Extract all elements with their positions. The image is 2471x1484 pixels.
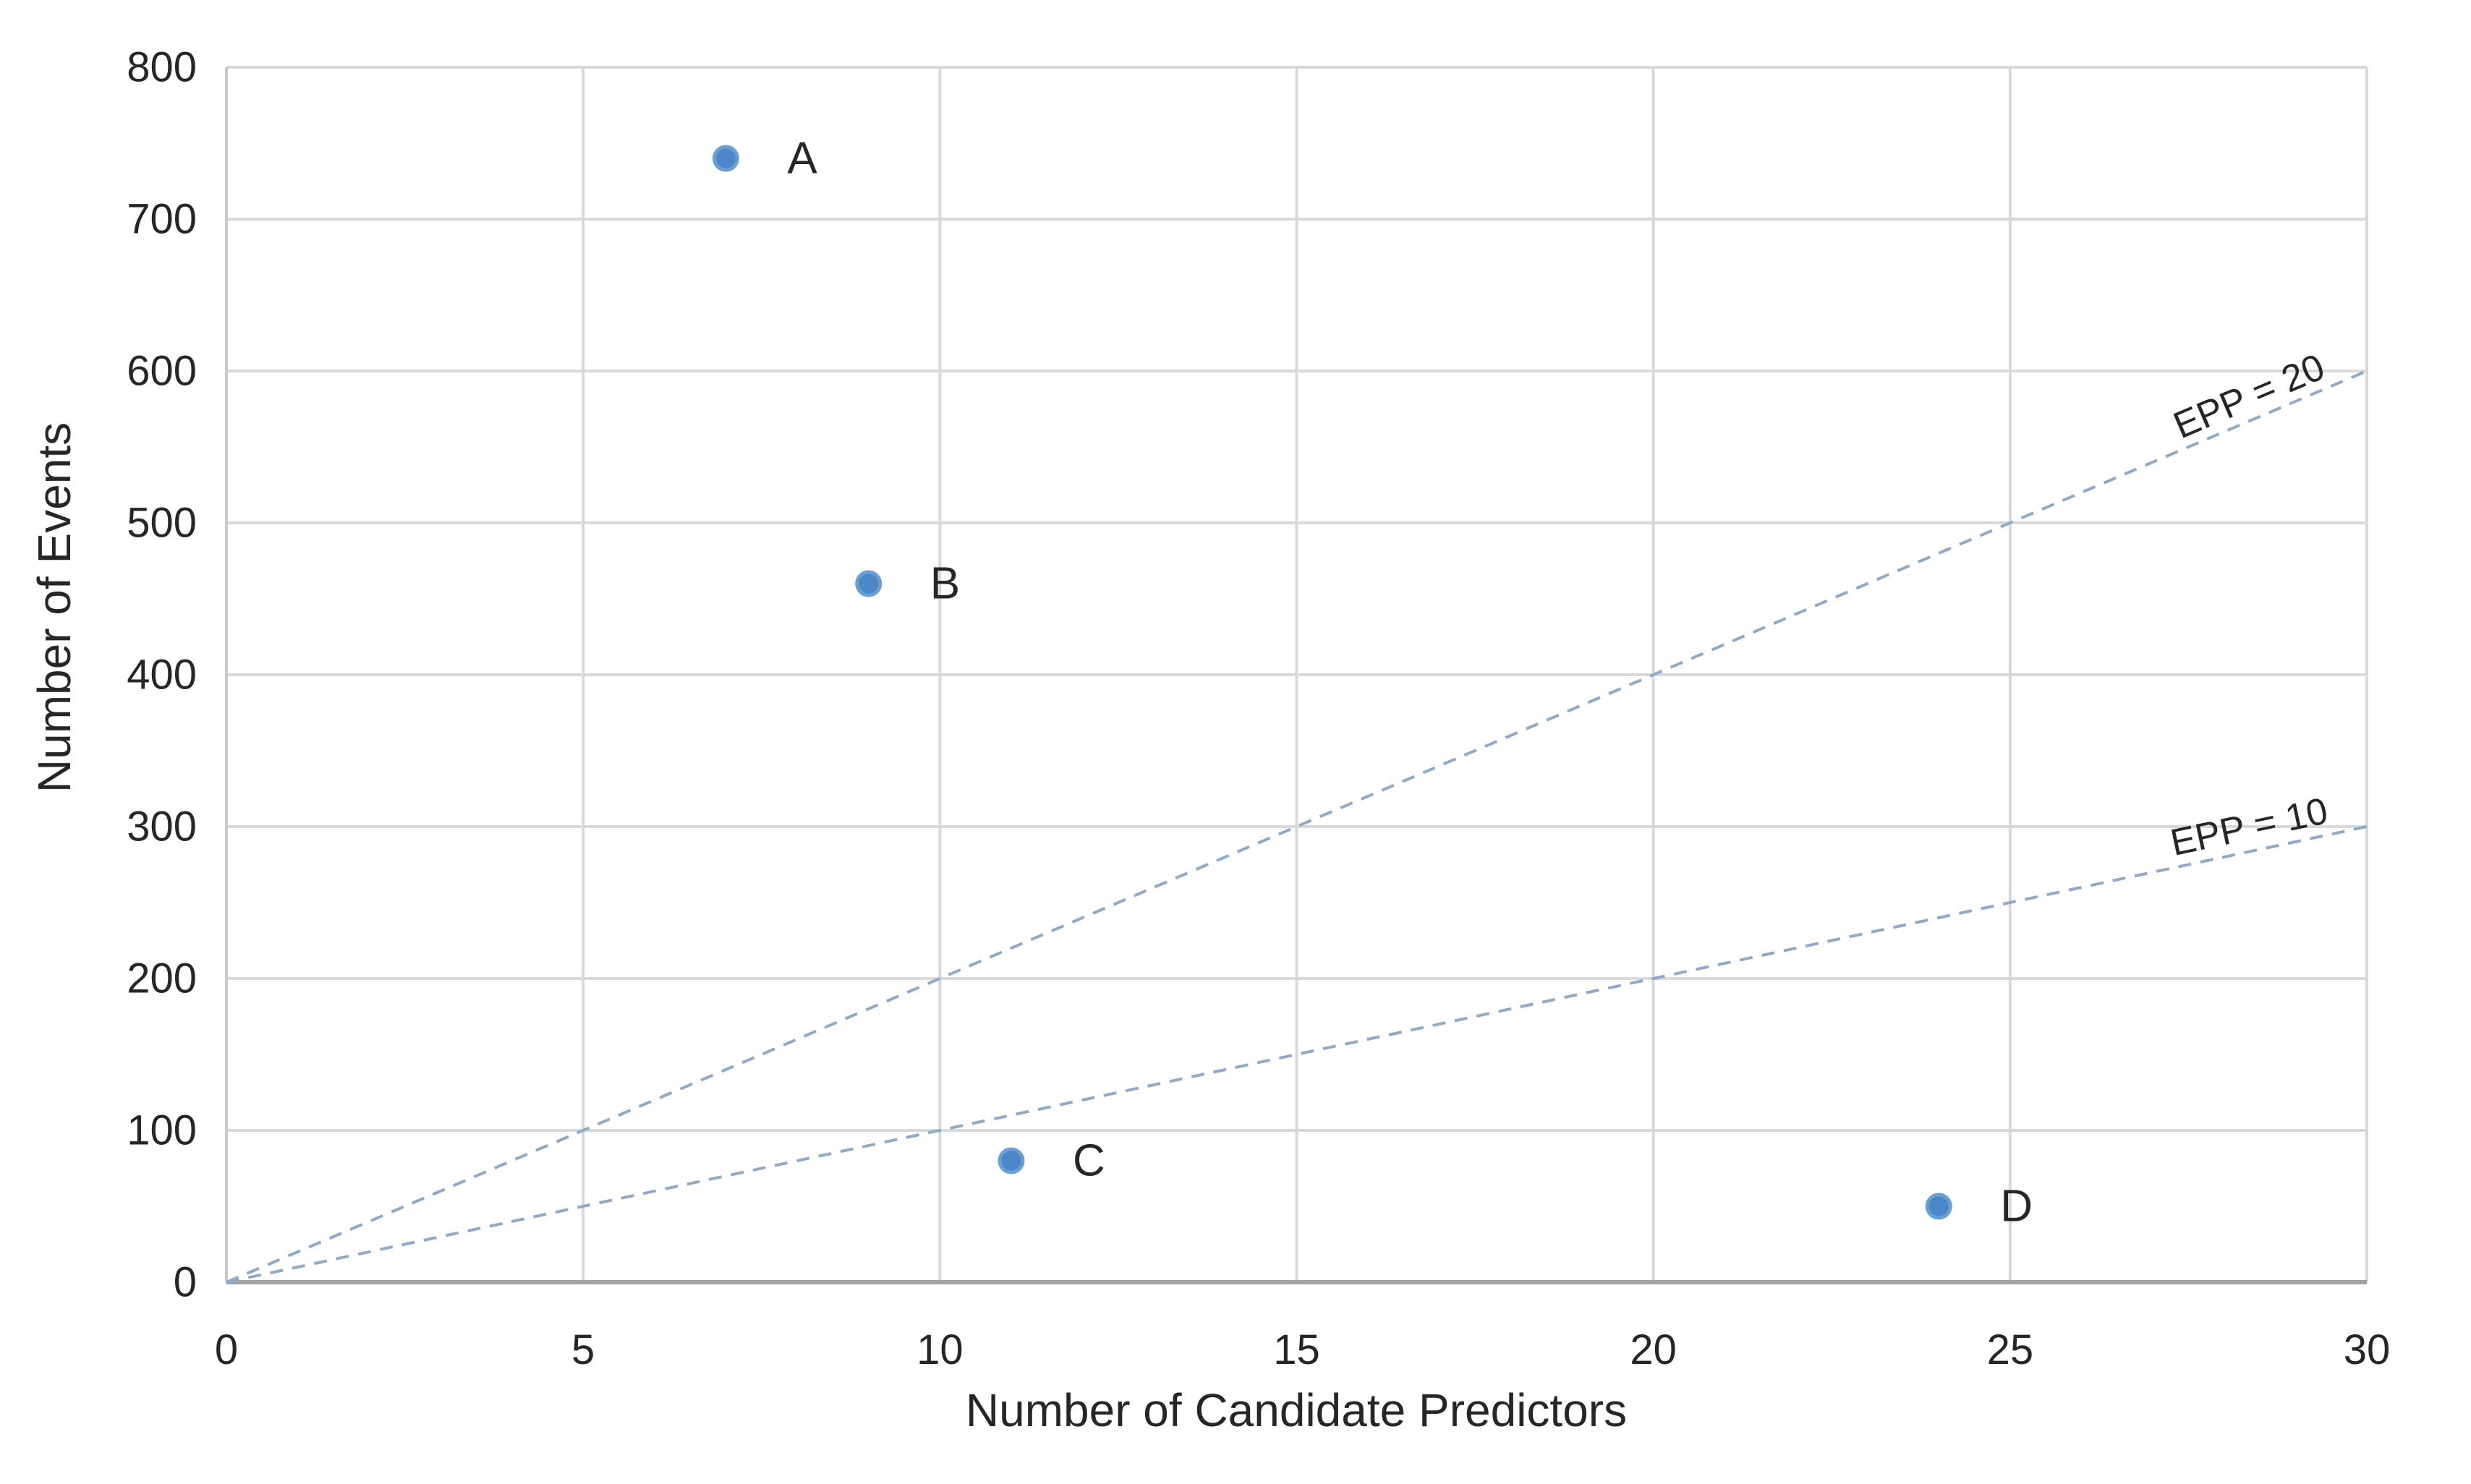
x-axis-title: Number of Candidate Predictors (966, 1384, 1627, 1436)
point-label-C: C (1073, 1136, 1105, 1186)
point-label-B: B (930, 559, 960, 609)
x-tick-label-10: 10 (916, 1326, 964, 1373)
axis-lines (225, 67, 2367, 1284)
ref-line-epp-20 (226, 370, 2368, 1284)
data-point-D (1925, 1193, 1952, 1220)
y-axis-title: Number of Events (28, 422, 80, 793)
y-tick-label-700: 700 (127, 196, 197, 243)
y-tick-label-200: 200 (127, 955, 197, 1002)
y-tick-label-100: 100 (127, 1107, 197, 1154)
x-tick-label-5: 5 (571, 1326, 595, 1373)
y-tick-label-800: 800 (127, 44, 197, 91)
x-tick-label-20: 20 (1630, 1326, 1677, 1373)
y-tick-label-0: 0 (174, 1259, 197, 1306)
x-tick-label-0: 0 (215, 1326, 238, 1373)
data-point-C (998, 1147, 1025, 1174)
data-points: A B C D (712, 134, 2033, 1232)
gridlines (226, 66, 2368, 1282)
x-tick-label-25: 25 (1987, 1326, 2034, 1373)
point-label-A: A (787, 134, 817, 184)
y-tick-label-300: 300 (127, 803, 197, 850)
y-tick-label-600: 600 (127, 348, 197, 395)
ref-line-label-epp-20: EPP = 20 (2168, 346, 2331, 447)
data-point-A (712, 145, 739, 172)
point-label-D: D (2000, 1182, 2033, 1232)
x-tick-label-30: 30 (2344, 1326, 2391, 1373)
y-tick-label-500: 500 (127, 500, 197, 547)
y-tick-label-400: 400 (127, 652, 197, 699)
ref-line-epp-10 (226, 825, 2368, 1284)
data-point-B (855, 570, 882, 597)
x-tick-label-15: 15 (1273, 1326, 1320, 1373)
